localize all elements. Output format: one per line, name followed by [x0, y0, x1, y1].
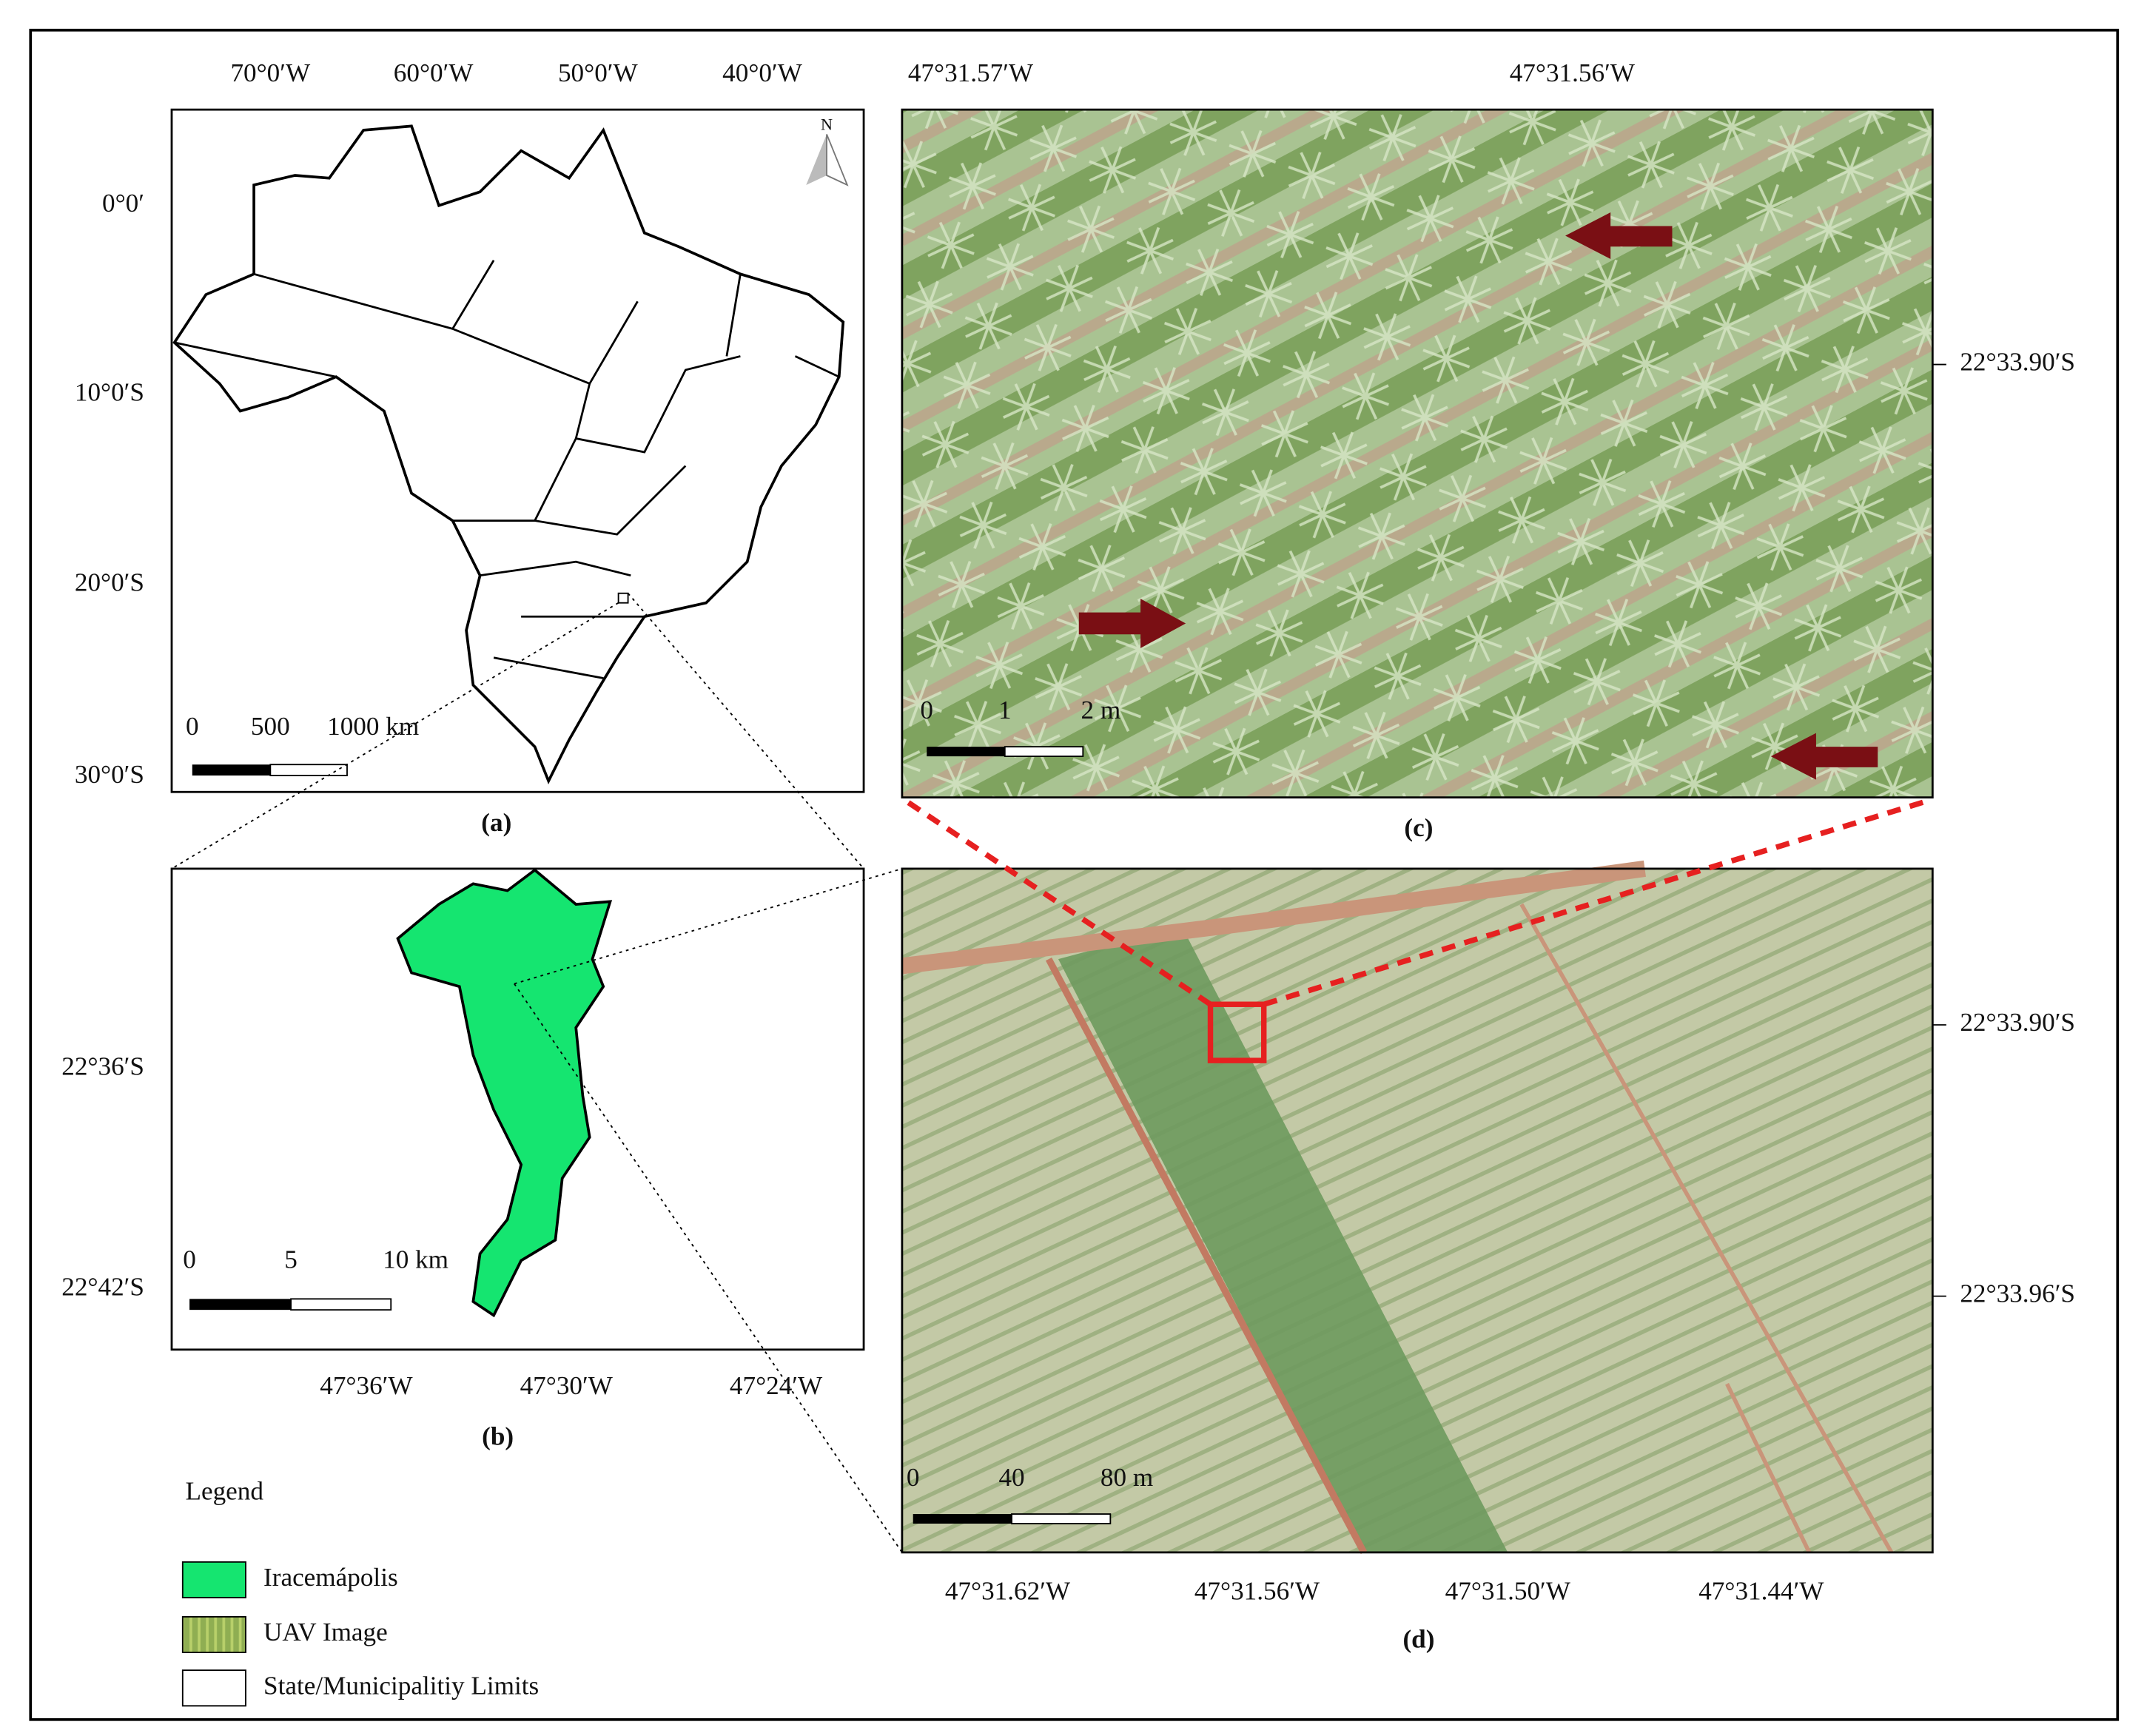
lon-label: 47°31.50′W: [1445, 1577, 1571, 1606]
lat-label: 22°42′S: [61, 1272, 144, 1301]
legend-swatch: [181, 1615, 246, 1653]
lat-label: 30°0′S: [75, 760, 144, 789]
scale-label: 1: [998, 696, 1012, 724]
lat-label: 10°0′S: [75, 377, 144, 406]
lat-label: 0°0′: [102, 189, 144, 218]
lat-label: 22°33.90′S: [1960, 1008, 2075, 1037]
iracemapolis: [396, 868, 613, 1318]
arrows: [1078, 212, 1878, 780]
scale-bar: [189, 1299, 292, 1311]
lon-label: 40°0′W: [722, 58, 803, 87]
scale-label: 1000 km: [327, 712, 419, 741]
closeup-box: [1207, 1001, 1267, 1063]
scale-bar: [913, 1514, 1012, 1524]
scale-label: 0: [186, 712, 199, 741]
north-label: N: [821, 115, 833, 133]
lon-label: 60°0′W: [394, 58, 474, 87]
lat-label: 22°36′S: [61, 1052, 144, 1080]
inset-box: [617, 592, 629, 604]
legend-label: Iracemápolis: [263, 1563, 398, 1592]
lon-label: 47°31.62′W: [945, 1577, 1071, 1606]
lon-label: 47°31.56′W: [1510, 58, 1636, 87]
scale-label: 0: [183, 1245, 196, 1274]
scale-label: 0: [920, 696, 933, 724]
a-top: 70°0′W 60°0′W 50°0′W 40°0′W: [230, 58, 802, 87]
legend-label: State/Municipalitiy Limits: [263, 1671, 539, 1700]
scale-label: 500: [251, 712, 290, 741]
lon-label: 47°36′W: [320, 1371, 413, 1400]
legend-title: Legend: [186, 1476, 264, 1505]
scale-label: 40: [998, 1463, 1024, 1492]
zoom-lines: [171, 593, 903, 1553]
lat-label: 20°0′S: [75, 568, 144, 597]
lon-label: 47°31.56′W: [1194, 1577, 1320, 1606]
lon-label: 47°30′W: [520, 1371, 614, 1400]
scale-bar: [927, 747, 1005, 757]
scale-label: 0: [907, 1463, 920, 1492]
uav-overview: [901, 860, 1934, 1555]
caption: (b): [482, 1422, 514, 1450]
lon-label: 70°0′W: [230, 58, 311, 87]
scale-label: 10 km: [383, 1245, 448, 1274]
lat-label: 22°33.90′S: [1960, 348, 2075, 377]
scale-label: 2 m: [1081, 696, 1121, 724]
uav-closeup: [901, 108, 1934, 799]
scale-label: 80 m: [1100, 1463, 1153, 1492]
lat-label: 22°33.96′S: [1960, 1279, 2075, 1308]
legend-label: UAV Image: [263, 1618, 388, 1646]
scale-bar: [192, 764, 271, 776]
lon-label: 47°31.57′W: [908, 58, 1034, 87]
caption: (a): [481, 808, 511, 837]
caption: (c): [1404, 813, 1433, 842]
zoom-lines: [903, 797, 1931, 1007]
scale-label: 5: [284, 1245, 298, 1274]
lon-label: 47°24′W: [730, 1371, 823, 1400]
caption: (d): [1402, 1624, 1434, 1653]
legend-swatch: [181, 1561, 246, 1598]
lon-label: 47°31.44′W: [1698, 1577, 1824, 1606]
frame: [29, 28, 2120, 1721]
brazil-map: [172, 124, 845, 784]
legend-swatch: [181, 1669, 246, 1707]
state-limits: [174, 260, 840, 679]
north-arrow: [826, 134, 849, 186]
lon-label: 50°0′W: [558, 58, 639, 87]
